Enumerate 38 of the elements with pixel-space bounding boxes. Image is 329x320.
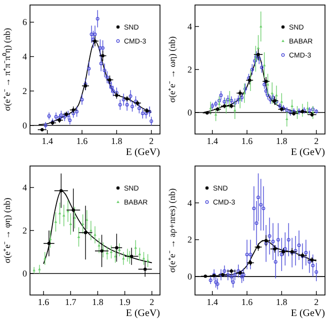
x-tick-label: 1.6 xyxy=(241,136,254,146)
x-axis-title: E (GeV) xyxy=(126,308,160,319)
x-tick-label: 1.9 xyxy=(119,297,131,307)
x-tick-label: 2 xyxy=(314,136,319,146)
y-tick-label: 4 xyxy=(188,22,192,32)
y-tick-label: 6 xyxy=(22,17,28,28)
x-tick-label: 1.4 xyxy=(206,136,218,146)
x-tick-label: 1.6 xyxy=(241,297,254,307)
x-tick-label: 1.8 xyxy=(111,136,123,146)
x-tick-label: 2 xyxy=(314,297,319,307)
x-tick-label: 2 xyxy=(149,136,154,146)
y-tick-label: 4 xyxy=(22,182,28,192)
x-axis-title: E (GeV) xyxy=(126,147,160,158)
x-axis-title: E (GeV) xyxy=(290,308,325,319)
y-tick-label: 0 xyxy=(188,272,192,282)
x-tick-label: 1.6 xyxy=(76,136,88,146)
x-tick-label: 1.4 xyxy=(42,136,54,146)
x-tick-label: 1.4 xyxy=(206,297,218,307)
x-tick-label: 1.8 xyxy=(276,297,288,307)
y-axis-title: σ(e⁺e⁻ → π⁺π⁻π⁰η) (nb) xyxy=(2,28,12,111)
y-axis-title: σ(e⁺e⁻ → ωη) (nb) xyxy=(167,36,177,103)
y-tick-label: 0 xyxy=(22,268,28,278)
y-tick-label: 0 xyxy=(188,108,192,118)
y-axis-title: σ(e⁺e⁻ → φη) (nb) xyxy=(2,198,12,264)
y-tick-label: 4 xyxy=(22,52,28,62)
y-tick-label: 2 xyxy=(188,234,192,245)
x-axis-title: E (GeV) xyxy=(290,147,325,158)
x-tick-label: 1.7 xyxy=(65,297,77,307)
x-tick-label: 1.8 xyxy=(276,136,288,146)
y-tick-label: 2 xyxy=(188,64,192,74)
x-tick-label: 1.8 xyxy=(92,297,104,307)
y-tick-label: 2 xyxy=(22,86,27,96)
y-tick-label: 2 xyxy=(22,226,27,236)
y-tick-label: 0 xyxy=(22,120,28,130)
y-axis-title: σ(e⁺e⁻ → aρ+nres) (nb) xyxy=(167,188,177,273)
x-tick-label: 1.6 xyxy=(38,297,50,307)
y-tick-label: 4 xyxy=(188,198,192,208)
x-tick-label: 2 xyxy=(150,297,154,307)
